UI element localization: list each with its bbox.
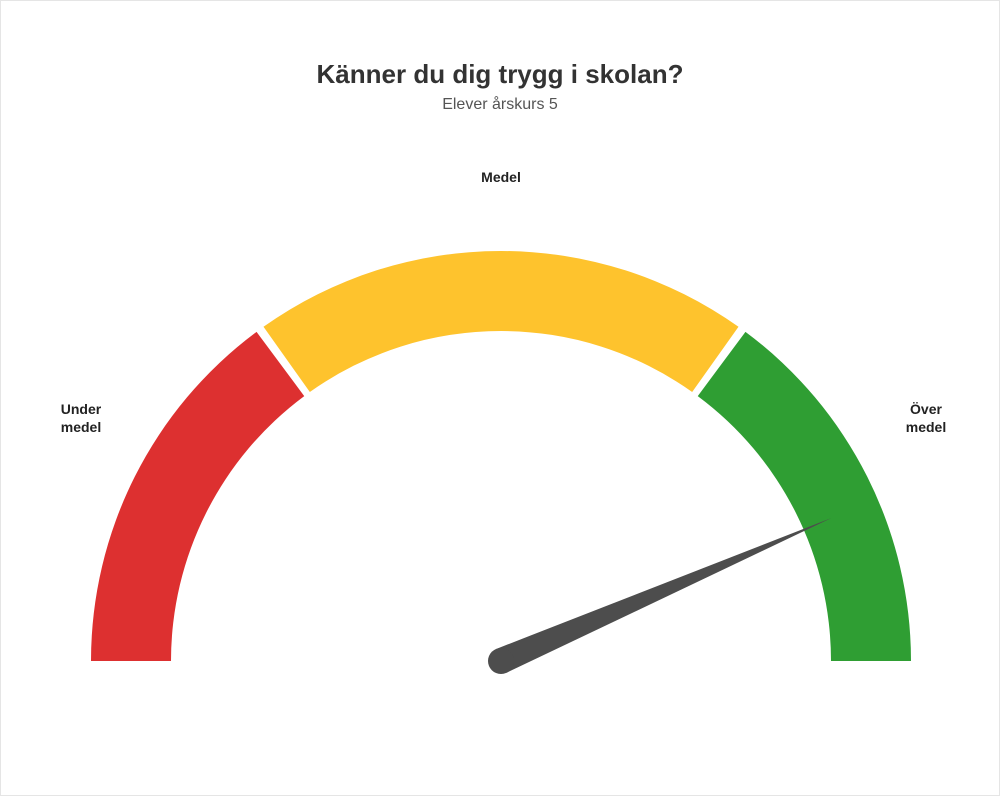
chart-frame: Känner du dig trygg i skolan? Elever års… — [0, 0, 1000, 796]
needle-hub — [488, 648, 514, 674]
gauge-needle — [488, 518, 831, 674]
gauge-arcs — [91, 251, 911, 661]
gauge-segment — [263, 251, 738, 392]
gauge-segment — [698, 332, 911, 661]
needle-pointer — [496, 518, 832, 673]
gauge-segment — [91, 332, 304, 661]
segment-label-over-medel: Över medel — [896, 401, 956, 436]
segment-label-medel: Medel — [471, 169, 531, 187]
gauge-chart — [1, 1, 1000, 797]
segment-label-under-medel: Under medel — [51, 401, 111, 436]
